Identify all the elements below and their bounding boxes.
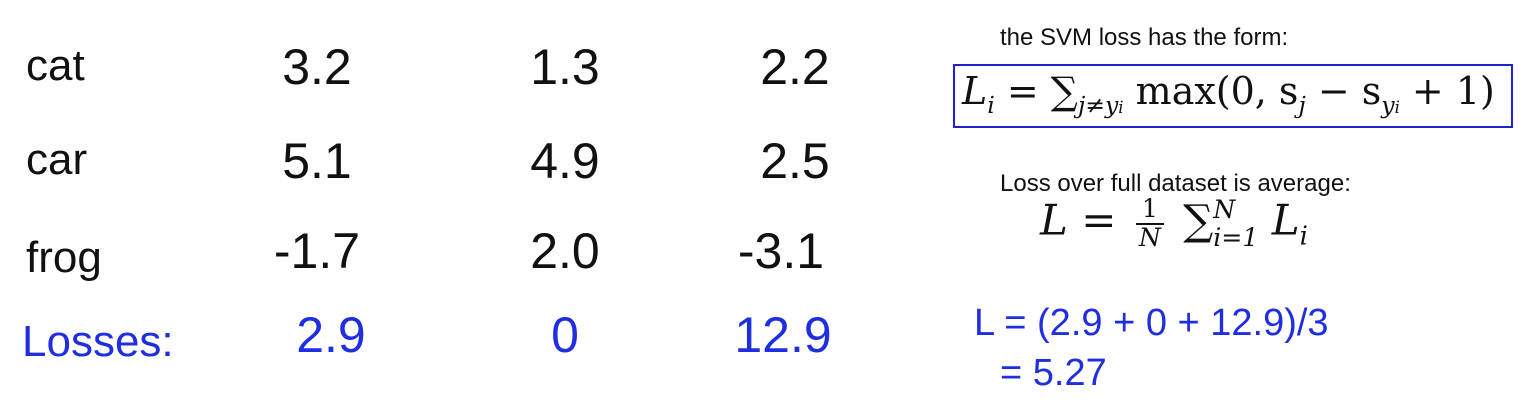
score-cat-3: 2.2	[760, 39, 830, 95]
loss-value-2: 0	[551, 307, 579, 363]
svm-tail: + 1)	[1399, 69, 1495, 113]
calculation-line-1: L = (2.9 + 0 + 12.9)/3	[974, 302, 1329, 344]
avg-term: L	[1271, 195, 1300, 245]
avg-frac-num: 1	[1135, 195, 1164, 225]
svm-sum-symbol: ∑	[1050, 69, 1078, 113]
avg-intro-text: Loss over full dataset is average:	[1000, 170, 1351, 197]
score-cat-1: 3.2	[282, 39, 352, 95]
avg-lhs: L	[1040, 195, 1068, 245]
loss-value-1: 2.9	[296, 307, 366, 363]
avg-sum-sup: N	[1213, 195, 1236, 224]
svm-sy-sub-sub: i	[1394, 97, 1400, 117]
svm-s-sub: j	[1298, 90, 1306, 119]
svm-sum-sub-sub: i	[1118, 97, 1124, 117]
score-frog-2: 2.0	[530, 223, 600, 279]
score-car-1: 5.1	[282, 133, 352, 189]
score-car-2: 4.9	[530, 133, 600, 189]
svm-intro-text: the SVM loss has the form:	[1000, 24, 1289, 51]
avg-term-sub: i	[1299, 221, 1308, 252]
class-label-frog: frog	[26, 233, 102, 282]
score-frog-1: -1.7	[273, 223, 361, 279]
svm-formula-box	[953, 64, 1513, 128]
avg-frac-den: N	[1138, 222, 1161, 252]
class-label-car: car	[26, 135, 88, 184]
calculation-line-2: = 5.27	[1000, 352, 1107, 394]
svm-loss-formula: Li = ∑j≠yi max(0, sj − syi + 1)	[962, 72, 1495, 118]
losses-label: Losses:	[22, 317, 174, 366]
score-car-3: 2.5	[760, 133, 830, 189]
class-label-cat: cat	[26, 41, 85, 90]
svm-minus: − s	[1305, 69, 1382, 113]
svm-sum-sub: j≠y	[1077, 90, 1119, 119]
avg-equals: =	[1081, 195, 1117, 245]
score-cat-2: 1.3	[530, 39, 600, 95]
avg-fraction: 1 N	[1135, 195, 1164, 252]
svm-lhs-sub: i	[987, 90, 995, 119]
loss-value-3: 12.9	[734, 307, 832, 363]
svm-equals: =	[1006, 69, 1039, 113]
svm-sy-sub: y	[1381, 90, 1395, 119]
avg-sum-symbol: ∑	[1183, 195, 1214, 245]
avg-sum-sub: i=1	[1213, 222, 1259, 252]
svm-lhs: L	[962, 69, 988, 113]
svm-max: max(0, s	[1135, 69, 1299, 113]
score-frog-3: -3.1	[737, 223, 825, 279]
